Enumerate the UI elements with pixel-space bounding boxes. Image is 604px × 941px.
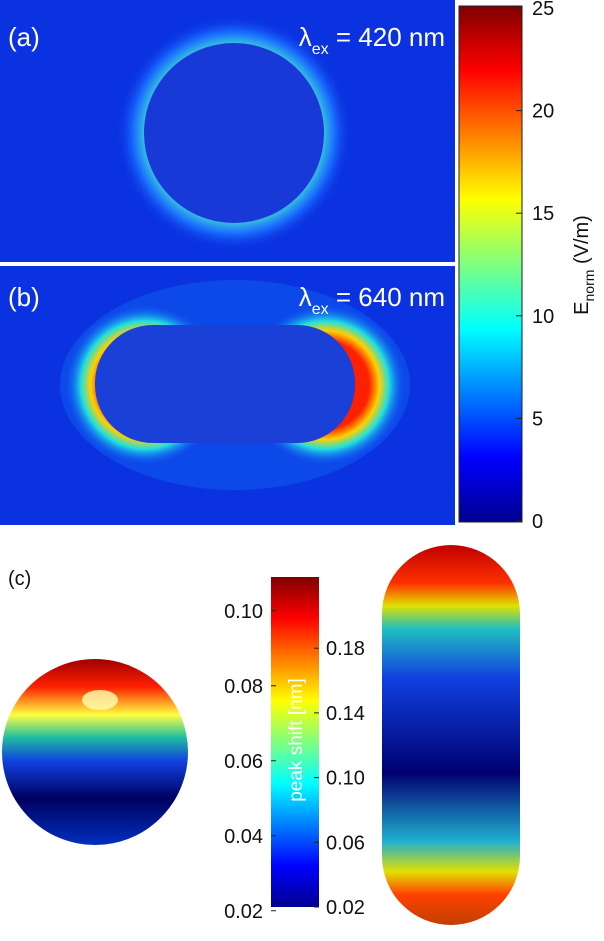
wavelength: λex = 420 nm xyxy=(299,22,445,58)
colorbar xyxy=(458,5,523,523)
tick-label: 0.06 xyxy=(326,832,365,854)
tick-label: 25 xyxy=(532,0,554,20)
tick-label: 0.14 xyxy=(326,703,365,725)
tick-label: 5 xyxy=(532,408,543,430)
tick-label: 0 xyxy=(532,511,543,533)
colorbar-label: Enorm (V/m) xyxy=(571,215,597,315)
tick-label: 15 xyxy=(532,203,554,225)
sphere-3d xyxy=(2,659,188,845)
tick-label: 0.08 xyxy=(224,676,263,698)
panel-label: (b) xyxy=(8,282,40,312)
colorbar xyxy=(271,577,319,907)
rod-section xyxy=(95,325,355,443)
wavelength: λex = 640 nm xyxy=(299,282,445,318)
tick-label: 0.10 xyxy=(326,768,365,790)
tick-label: 0.02 xyxy=(224,901,263,923)
tick-label: 0.02 xyxy=(326,897,365,919)
colorbar-label: peak shift [nm] xyxy=(286,678,307,802)
tick-label: 0.10 xyxy=(224,601,263,623)
sphere-section xyxy=(144,43,324,223)
tick-label: 0.18 xyxy=(326,638,365,660)
panel-label: (c) xyxy=(8,568,31,590)
highlight xyxy=(82,690,118,710)
panel-label: (a) xyxy=(8,22,40,52)
tick-label: 0.06 xyxy=(224,751,263,773)
tick-label: 20 xyxy=(532,101,554,123)
rod-3d xyxy=(382,545,520,925)
tick-label: 10 xyxy=(532,306,554,328)
tick-label: 0.04 xyxy=(224,826,263,848)
